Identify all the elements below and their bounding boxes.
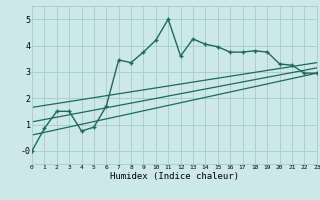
X-axis label: Humidex (Indice chaleur): Humidex (Indice chaleur) xyxy=(110,172,239,181)
